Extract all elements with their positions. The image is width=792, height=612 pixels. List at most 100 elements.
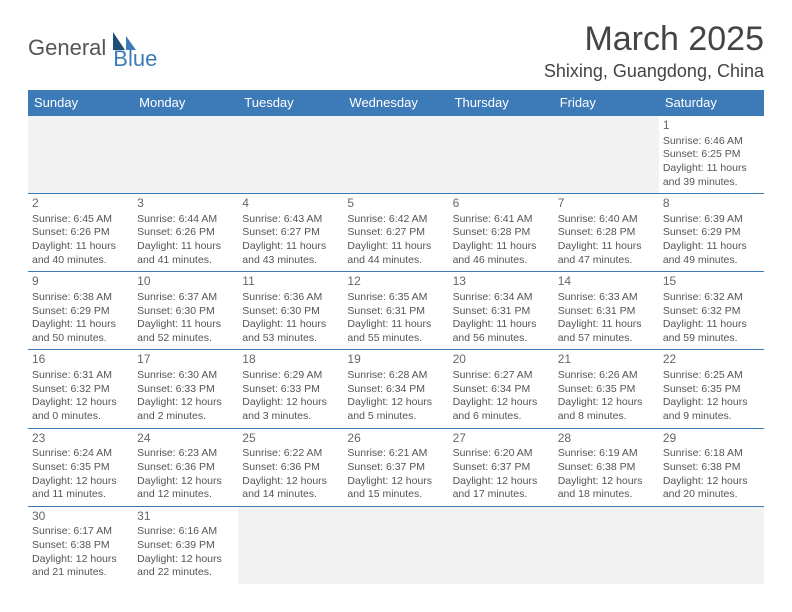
- day-cell-12: 12Sunrise: 6:35 AMSunset: 6:31 PMDayligh…: [343, 272, 448, 350]
- sunset-label: Sunset: 6:32 PM: [663, 305, 760, 319]
- empty-cell: [343, 116, 448, 194]
- empty-cell: [28, 116, 133, 194]
- sunset-label: Sunset: 6:28 PM: [558, 226, 655, 240]
- daylight2-label: and 39 minutes.: [663, 176, 760, 190]
- daylight1-label: Daylight: 12 hours: [558, 396, 655, 410]
- daylight1-label: Daylight: 12 hours: [663, 396, 760, 410]
- day-cell-24: 24Sunrise: 6:23 AMSunset: 6:36 PMDayligh…: [133, 428, 238, 506]
- daylight2-label: and 43 minutes.: [242, 254, 339, 268]
- weekday-monday: Monday: [133, 90, 238, 116]
- daylight2-label: and 50 minutes.: [32, 332, 129, 346]
- day-number: 30: [32, 509, 129, 525]
- day-number: 31: [137, 509, 234, 525]
- daylight2-label: and 40 minutes.: [32, 254, 129, 268]
- sunrise-label: Sunrise: 6:42 AM: [347, 213, 444, 227]
- sunrise-label: Sunrise: 6:35 AM: [347, 291, 444, 305]
- sunrise-label: Sunrise: 6:19 AM: [558, 447, 655, 461]
- daylight1-label: Daylight: 11 hours: [558, 240, 655, 254]
- daylight2-label: and 18 minutes.: [558, 488, 655, 502]
- sunrise-label: Sunrise: 6:20 AM: [453, 447, 550, 461]
- day-cell-18: 18Sunrise: 6:29 AMSunset: 6:33 PMDayligh…: [238, 350, 343, 428]
- daylight1-label: Daylight: 11 hours: [453, 240, 550, 254]
- sunset-label: Sunset: 6:32 PM: [32, 383, 129, 397]
- day-cell-26: 26Sunrise: 6:21 AMSunset: 6:37 PMDayligh…: [343, 428, 448, 506]
- sunset-label: Sunset: 6:39 PM: [137, 539, 234, 553]
- daylight1-label: Daylight: 12 hours: [32, 396, 129, 410]
- location-label: Shixing, Guangdong, China: [544, 61, 764, 82]
- day-cell-8: 8Sunrise: 6:39 AMSunset: 6:29 PMDaylight…: [659, 194, 764, 272]
- day-cell-27: 27Sunrise: 6:20 AMSunset: 6:37 PMDayligh…: [449, 428, 554, 506]
- daylight1-label: Daylight: 12 hours: [453, 396, 550, 410]
- day-number: 8: [663, 196, 760, 212]
- weekday-wednesday: Wednesday: [343, 90, 448, 116]
- day-number: 9: [32, 274, 129, 290]
- sunset-label: Sunset: 6:34 PM: [347, 383, 444, 397]
- day-cell-25: 25Sunrise: 6:22 AMSunset: 6:36 PMDayligh…: [238, 428, 343, 506]
- day-number: 12: [347, 274, 444, 290]
- sunset-label: Sunset: 6:35 PM: [32, 461, 129, 475]
- sunrise-label: Sunrise: 6:32 AM: [663, 291, 760, 305]
- sunrise-label: Sunrise: 6:27 AM: [453, 369, 550, 383]
- day-cell-20: 20Sunrise: 6:27 AMSunset: 6:34 PMDayligh…: [449, 350, 554, 428]
- sunrise-label: Sunrise: 6:30 AM: [137, 369, 234, 383]
- sunset-label: Sunset: 6:26 PM: [32, 226, 129, 240]
- sunrise-label: Sunrise: 6:38 AM: [32, 291, 129, 305]
- day-cell-1: 1Sunrise: 6:46 AMSunset: 6:25 PMDaylight…: [659, 116, 764, 194]
- sunrise-label: Sunrise: 6:21 AM: [347, 447, 444, 461]
- daylight1-label: Daylight: 12 hours: [453, 475, 550, 489]
- week-row: 1Sunrise: 6:46 AMSunset: 6:25 PMDaylight…: [28, 116, 764, 194]
- logo-text-general: General: [28, 35, 106, 61]
- sunrise-label: Sunrise: 6:40 AM: [558, 213, 655, 227]
- empty-cell: [133, 116, 238, 194]
- daylight2-label: and 41 minutes.: [137, 254, 234, 268]
- page-title: March 2025: [544, 20, 764, 59]
- daylight1-label: Daylight: 11 hours: [32, 240, 129, 254]
- sunset-label: Sunset: 6:37 PM: [347, 461, 444, 475]
- day-cell-11: 11Sunrise: 6:36 AMSunset: 6:30 PMDayligh…: [238, 272, 343, 350]
- sunrise-label: Sunrise: 6:39 AM: [663, 213, 760, 227]
- weekday-header-row: SundayMondayTuesdayWednesdayThursdayFrid…: [28, 90, 764, 116]
- sunset-label: Sunset: 6:30 PM: [137, 305, 234, 319]
- sunset-label: Sunset: 6:38 PM: [663, 461, 760, 475]
- sunrise-label: Sunrise: 6:26 AM: [558, 369, 655, 383]
- daylight1-label: Daylight: 12 hours: [137, 553, 234, 567]
- header: General Blue March 2025 Shixing, Guangdo…: [28, 20, 764, 82]
- day-cell-21: 21Sunrise: 6:26 AMSunset: 6:35 PMDayligh…: [554, 350, 659, 428]
- day-number: 3: [137, 196, 234, 212]
- sunset-label: Sunset: 6:27 PM: [242, 226, 339, 240]
- day-cell-28: 28Sunrise: 6:19 AMSunset: 6:38 PMDayligh…: [554, 428, 659, 506]
- daylight1-label: Daylight: 12 hours: [663, 475, 760, 489]
- day-number: 20: [453, 352, 550, 368]
- daylight1-label: Daylight: 11 hours: [663, 318, 760, 332]
- daylight2-label: and 20 minutes.: [663, 488, 760, 502]
- sunrise-label: Sunrise: 6:22 AM: [242, 447, 339, 461]
- daylight1-label: Daylight: 11 hours: [137, 318, 234, 332]
- daylight1-label: Daylight: 11 hours: [453, 318, 550, 332]
- day-cell-30: 30Sunrise: 6:17 AMSunset: 6:38 PMDayligh…: [28, 506, 133, 584]
- day-cell-13: 13Sunrise: 6:34 AMSunset: 6:31 PMDayligh…: [449, 272, 554, 350]
- day-cell-5: 5Sunrise: 6:42 AMSunset: 6:27 PMDaylight…: [343, 194, 448, 272]
- daylight2-label: and 57 minutes.: [558, 332, 655, 346]
- daylight2-label: and 56 minutes.: [453, 332, 550, 346]
- daylight2-label: and 44 minutes.: [347, 254, 444, 268]
- logo: General Blue: [28, 24, 157, 72]
- weekday-thursday: Thursday: [449, 90, 554, 116]
- day-cell-17: 17Sunrise: 6:30 AMSunset: 6:33 PMDayligh…: [133, 350, 238, 428]
- day-cell-4: 4Sunrise: 6:43 AMSunset: 6:27 PMDaylight…: [238, 194, 343, 272]
- daylight2-label: and 11 minutes.: [32, 488, 129, 502]
- daylight1-label: Daylight: 12 hours: [242, 396, 339, 410]
- sunrise-label: Sunrise: 6:33 AM: [558, 291, 655, 305]
- daylight2-label: and 6 minutes.: [453, 410, 550, 424]
- daylight1-label: Daylight: 11 hours: [558, 318, 655, 332]
- weekday-sunday: Sunday: [28, 90, 133, 116]
- day-number: 14: [558, 274, 655, 290]
- sunrise-label: Sunrise: 6:43 AM: [242, 213, 339, 227]
- week-row: 30Sunrise: 6:17 AMSunset: 6:38 PMDayligh…: [28, 506, 764, 584]
- weekday-tuesday: Tuesday: [238, 90, 343, 116]
- daylight2-label: and 12 minutes.: [137, 488, 234, 502]
- day-number: 13: [453, 274, 550, 290]
- daylight1-label: Daylight: 12 hours: [347, 396, 444, 410]
- sunrise-label: Sunrise: 6:17 AM: [32, 525, 129, 539]
- daylight2-label: and 3 minutes.: [242, 410, 339, 424]
- day-cell-14: 14Sunrise: 6:33 AMSunset: 6:31 PMDayligh…: [554, 272, 659, 350]
